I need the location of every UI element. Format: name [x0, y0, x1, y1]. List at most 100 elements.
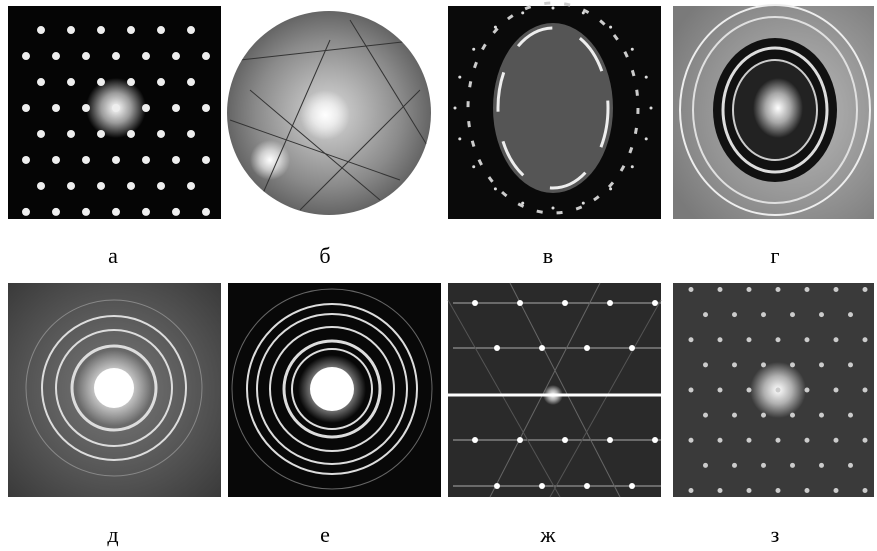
spot [157, 26, 165, 34]
spot [37, 78, 45, 86]
spot [747, 438, 752, 443]
spot [703, 463, 708, 468]
spot [689, 287, 694, 292]
spot [172, 104, 180, 112]
spot [718, 488, 723, 493]
spot [539, 345, 545, 351]
spot [552, 7, 555, 10]
spot [582, 202, 585, 205]
spot [834, 287, 839, 292]
spot [472, 165, 475, 168]
spot [718, 337, 723, 342]
spot [703, 362, 708, 367]
spot [521, 202, 524, 205]
spot [67, 78, 75, 86]
spot [609, 187, 612, 190]
spot [521, 11, 524, 14]
spot [607, 300, 613, 306]
spot [607, 437, 613, 443]
spot [82, 104, 90, 112]
spot [761, 413, 766, 418]
spot [834, 388, 839, 393]
diffraction-image [8, 6, 221, 219]
spot [127, 182, 135, 190]
spot [112, 104, 120, 112]
spot [552, 207, 555, 210]
spot [863, 388, 868, 393]
spot [22, 104, 30, 112]
spot [863, 287, 868, 292]
diffraction-image [448, 3, 661, 219]
spot [157, 130, 165, 138]
spot [732, 413, 737, 418]
spot [863, 488, 868, 493]
panel-label: д [107, 522, 118, 547]
spot [732, 362, 737, 367]
spot [22, 52, 30, 60]
spot [732, 463, 737, 468]
spot [819, 463, 824, 468]
diffraction-image [673, 5, 874, 219]
spot [472, 300, 478, 306]
diffraction-image [228, 283, 441, 497]
panel-label: е [320, 522, 330, 547]
spot [645, 137, 648, 140]
spot [52, 156, 60, 164]
spot [718, 438, 723, 443]
spot [494, 483, 500, 489]
spot [472, 48, 475, 51]
spot [834, 488, 839, 493]
spot [776, 438, 781, 443]
spot [805, 287, 810, 292]
spot [157, 78, 165, 86]
spot [805, 388, 810, 393]
spot [127, 78, 135, 86]
spot [172, 52, 180, 60]
spot [703, 312, 708, 317]
spot [112, 156, 120, 164]
spot [97, 130, 105, 138]
spot [834, 438, 839, 443]
diffraction-image [8, 283, 221, 497]
diffraction-image [448, 283, 661, 497]
spot [127, 26, 135, 34]
spot [631, 48, 634, 51]
spot [157, 182, 165, 190]
spot [202, 208, 210, 216]
panel-label: з [771, 522, 780, 547]
spot [776, 488, 781, 493]
spot [629, 345, 635, 351]
spot [172, 208, 180, 216]
spot [494, 345, 500, 351]
spot [539, 483, 545, 489]
spot [458, 137, 461, 140]
spot [494, 26, 497, 29]
spot [790, 463, 795, 468]
spot [187, 130, 195, 138]
spot [142, 156, 150, 164]
spot [52, 208, 60, 216]
spot [22, 208, 30, 216]
spot [582, 11, 585, 14]
spot [562, 300, 568, 306]
spot [172, 156, 180, 164]
spot [747, 388, 752, 393]
figure: а б в г д е ж з [0, 0, 877, 551]
spot [112, 208, 120, 216]
spot [819, 413, 824, 418]
spot [689, 388, 694, 393]
spot [609, 26, 612, 29]
panel-label: а [108, 243, 118, 268]
spot [82, 52, 90, 60]
spot [458, 76, 461, 79]
spot [187, 26, 195, 34]
spot [747, 488, 752, 493]
spot [454, 107, 457, 110]
spot [848, 362, 853, 367]
spot [202, 52, 210, 60]
spot [819, 362, 824, 367]
spot [718, 388, 723, 393]
spot [776, 287, 781, 292]
spot [517, 437, 523, 443]
spot [37, 26, 45, 34]
